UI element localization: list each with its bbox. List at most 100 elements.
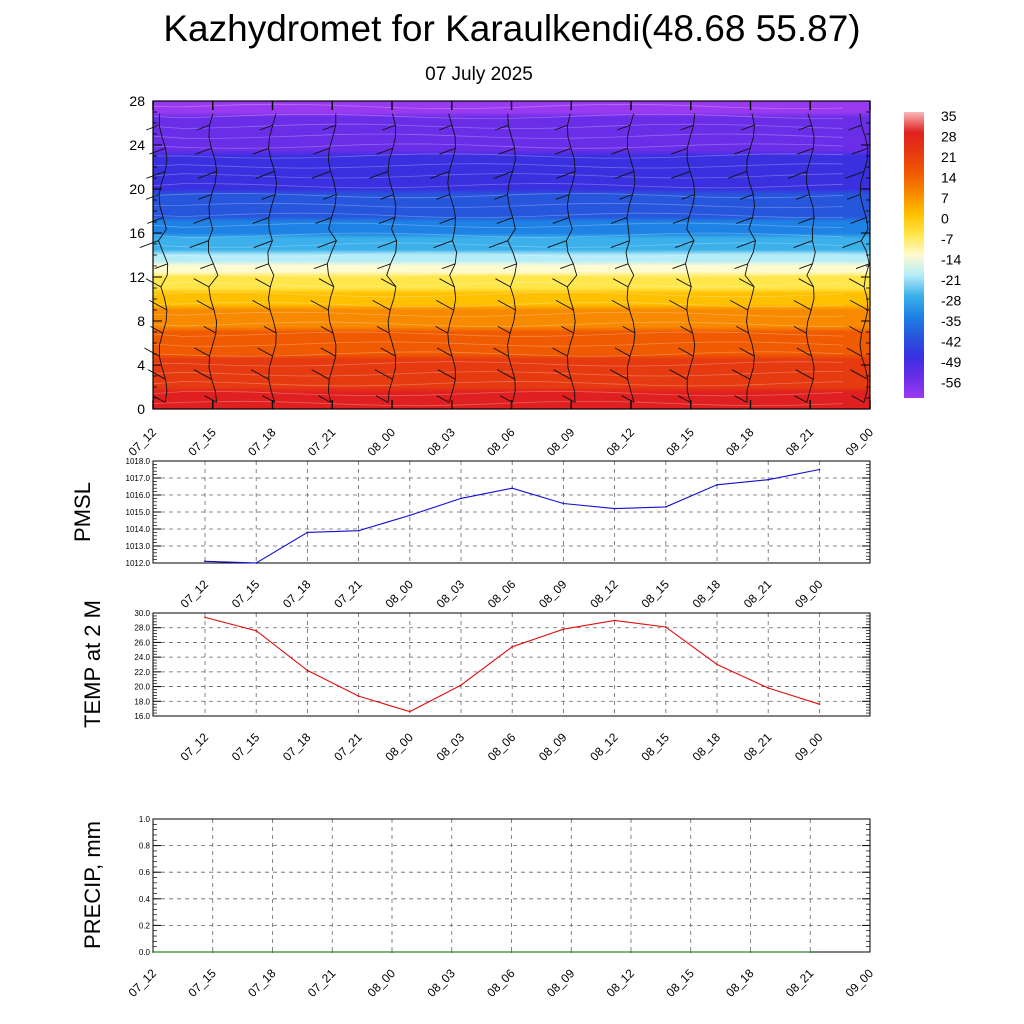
- x-tick-label: 07_12: [126, 425, 160, 459]
- wind-barb-staff: [859, 113, 870, 403]
- isotherm-line: [152, 361, 844, 367]
- wind-barb-flag: [252, 147, 269, 155]
- colorbar-label: -49: [941, 354, 961, 370]
- colorbar-labels: 35 28 21 14 7 0 -7 -14 -21 -28 -35 -42 -49 -56: [941, 108, 961, 391]
- wind-barb-flag: [380, 194, 394, 200]
- wind-barb-flag: [250, 369, 269, 380]
- wind-barb-flag: [311, 369, 330, 380]
- wind-barb-flag: [846, 194, 861, 200]
- wind-barb-staff: [267, 113, 277, 403]
- wind-barb-flag: [734, 147, 751, 155]
- wind-barb-flag: [204, 395, 217, 403]
- isotherm-line: [152, 331, 844, 337]
- data-point: [630, 951, 632, 953]
- isotherm-line: [152, 192, 844, 199]
- wind-barb-flag: [850, 217, 867, 224]
- wind-barb-staff: [565, 113, 578, 403]
- x-tick-label: 08_15: [663, 966, 697, 1000]
- x-tick-label: 08_06: [485, 577, 519, 611]
- wind-barb-flag: [727, 170, 747, 179]
- wind-barb-flag: [146, 170, 166, 179]
- x-tick-label: 07_18: [280, 730, 314, 764]
- wind-barb-flag: [498, 147, 515, 155]
- wind-barb-flag: [313, 147, 330, 155]
- wind-barb-flag: [438, 124, 453, 131]
- y-tick-label: 0.6: [139, 868, 151, 877]
- y-tick-label: 22.0: [134, 668, 150, 677]
- isotherm-line: [152, 282, 844, 288]
- wind-barb-flag: [562, 395, 576, 403]
- y-tick-label: 8: [137, 313, 145, 329]
- wind-barb-flag: [315, 217, 332, 224]
- wind-barb-staff: [685, 113, 696, 403]
- wind-barb-staff: [805, 113, 816, 403]
- wind-barb-flag: [671, 170, 691, 179]
- y-tick-label: 0: [137, 401, 145, 417]
- wind-barb-flag: [611, 147, 628, 155]
- isotherm-line: [152, 400, 844, 407]
- wind-barb-flag: [317, 240, 337, 249]
- wind-barb-flag: [200, 263, 214, 270]
- y-tick-label: 28: [129, 93, 145, 109]
- isotherm-line: [152, 202, 844, 209]
- wind-barb-flag: [255, 278, 271, 288]
- data-point: [204, 616, 206, 619]
- wind-barb-flag: [377, 240, 397, 249]
- data-point: [511, 487, 514, 490]
- wind-barb-flag: [555, 300, 574, 311]
- wind-barb-flag: [678, 347, 694, 357]
- pmsl-panel: 1012.0 1013.0 1014.0 1015.0 1016.0 1017.0 1018…: [70, 457, 871, 611]
- wind-barb-flag: [675, 240, 695, 249]
- wind-barb-flag: [741, 124, 755, 131]
- x-tick-label: 09_00: [792, 730, 826, 764]
- wind-barb-flag: [197, 170, 217, 179]
- isotherm-line: [152, 173, 844, 179]
- x-tick-label: 08_09: [536, 577, 570, 611]
- wind-barb-flag: [261, 194, 276, 200]
- wind-barb-flag: [797, 147, 814, 155]
- data-point: [613, 507, 616, 510]
- wind-barb-flag: [552, 278, 568, 288]
- wind-barb-flag: [503, 263, 517, 270]
- data-point: [255, 629, 258, 632]
- x-tick-label: 07_15: [185, 425, 219, 459]
- wind-barb-flag: [736, 240, 756, 249]
- x-tick-label: 07_18: [280, 577, 314, 611]
- x-tick-label: 08_15: [663, 425, 697, 459]
- wind-barb-flag: [433, 240, 453, 249]
- wind-barb-flag: [676, 278, 692, 288]
- wind-barb-flag: [497, 326, 511, 334]
- wind-barb-flag: [798, 217, 815, 224]
- wind-barb-flag: [739, 347, 755, 357]
- x-tick-label: 09_00: [792, 577, 826, 611]
- colorbar-label: -7: [941, 231, 954, 247]
- isotherm-line: [152, 222, 844, 228]
- wind-barb-flag: [560, 263, 574, 270]
- wind-barb-flag: [849, 300, 869, 311]
- data-point: [460, 684, 462, 686]
- wind-barb-flag: [793, 326, 807, 334]
- wind-barb-flag: [193, 369, 212, 380]
- y-axis-title: PMSL: [70, 482, 95, 542]
- wind-barb-flag: [561, 326, 574, 334]
- y-tick-label: 26.0: [134, 638, 150, 647]
- isotherm-line: [152, 123, 844, 129]
- wind-barb-flag: [149, 147, 166, 155]
- data-point: [767, 478, 770, 481]
- data-point: [689, 951, 692, 953]
- wind-barb-flag: [313, 263, 328, 270]
- y-tick-label: 24: [129, 137, 145, 153]
- x-tick-label: 08_06: [484, 966, 518, 1000]
- x-tick-label: 09_00: [843, 966, 877, 1000]
- isotherm-line: [152, 153, 844, 159]
- colorbar-label: -14: [941, 252, 961, 268]
- wind-barb-flag: [736, 217, 753, 224]
- wind-barb-flag: [842, 240, 862, 249]
- wind-barb-flag: [680, 326, 693, 334]
- wind-barb-flag: [729, 300, 749, 311]
- wind-barb-flag: [855, 263, 870, 270]
- data-point: [408, 514, 411, 517]
- wind-barb-flag: [435, 326, 449, 334]
- data-point: [716, 663, 718, 666]
- isotherm-line: [152, 133, 844, 139]
